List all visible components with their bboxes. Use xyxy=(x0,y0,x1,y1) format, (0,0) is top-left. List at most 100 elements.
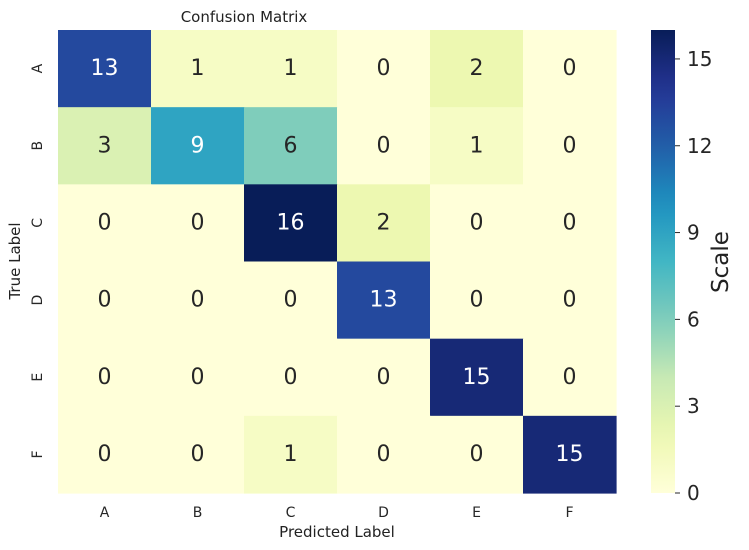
colorbar-label: Scale xyxy=(708,231,734,293)
heatmap-cell xyxy=(337,184,431,263)
heatmap-cell xyxy=(523,261,617,340)
heatmap-cell xyxy=(244,261,338,340)
heatmap-cell xyxy=(58,30,152,108)
x-axis-label: Predicted Label xyxy=(279,523,395,541)
colorbar-tick-label: 0 xyxy=(687,481,700,505)
heatmap-cell xyxy=(151,107,245,185)
heatmap-cell xyxy=(430,415,524,494)
cell-value-label: 0 xyxy=(563,288,577,313)
cell-value-label: 0 xyxy=(98,210,112,235)
heatmap-cell xyxy=(430,261,524,340)
heatmap-cell xyxy=(337,30,431,108)
heatmap-cell xyxy=(337,415,431,494)
x-tick-label: E xyxy=(472,505,481,521)
cell-value-label: 1 xyxy=(284,442,298,467)
cell-value-label: 1 xyxy=(191,56,205,81)
cell-value-label: 16 xyxy=(277,210,305,235)
cell-value-label: 0 xyxy=(98,365,112,390)
heatmap-cell xyxy=(151,30,245,108)
heatmap-cell xyxy=(58,338,152,417)
cell-value-label: 2 xyxy=(470,56,484,81)
cell-value-label: 0 xyxy=(191,288,205,313)
heatmap-cell xyxy=(523,30,617,108)
cell-value-label: 0 xyxy=(563,56,577,81)
heatmap-cell xyxy=(430,30,524,108)
cell-value-label: 1 xyxy=(470,133,484,158)
heatmap-cell xyxy=(337,338,431,417)
cell-value-label: 9 xyxy=(191,133,205,158)
heatmap-cell xyxy=(58,184,152,263)
cell-value-label: 15 xyxy=(556,442,584,467)
y-tick-label: D xyxy=(30,295,46,306)
cell-value-label: 0 xyxy=(191,210,205,235)
heatmap-cell xyxy=(244,415,338,494)
y-tick-label: C xyxy=(30,218,46,228)
colorbar-tick-label: 6 xyxy=(687,307,700,331)
x-tick-label: D xyxy=(378,505,389,521)
y-axis-label: True Label xyxy=(6,222,24,300)
cell-value-label: 0 xyxy=(98,288,112,313)
heatmap-cell xyxy=(523,338,617,417)
x-tick-labels: A B C D E F xyxy=(100,505,574,521)
y-tick-labels: A B C D E F xyxy=(30,63,46,458)
heatmap-cell xyxy=(244,184,338,263)
x-tick-label: F xyxy=(565,505,573,521)
cell-value-label: 13 xyxy=(91,56,119,81)
chart-title: Confusion Matrix xyxy=(181,8,308,26)
cell-value-label: 0 xyxy=(284,365,298,390)
heatmap-cell xyxy=(58,261,152,340)
cell-value-label: 0 xyxy=(563,133,577,158)
heatmap-cell xyxy=(430,338,524,417)
cell-value-label: 13 xyxy=(370,288,398,313)
cell-value-label: 0 xyxy=(377,56,391,81)
cell-value-label: 0 xyxy=(377,133,391,158)
heatmap-cell xyxy=(244,30,338,108)
heatmap-cell xyxy=(337,261,431,340)
heatmap-cell xyxy=(151,184,245,263)
colorbar-gradient xyxy=(651,30,675,493)
cell-value-label: 0 xyxy=(563,365,577,390)
colorbar: 0 3 6 9 12 15 xyxy=(651,30,712,505)
cell-value-label: 0 xyxy=(377,442,391,467)
y-tick-label: E xyxy=(30,373,46,382)
heatmap-cells: 13 1 1 0 2 0 3 9 6 0 1 0 0 0 16 2 0 0 0 0 0 13 0 0 0 0 0 0 15 0 0 0 1 0 0 1… xyxy=(58,30,617,494)
y-tick-label: B xyxy=(30,141,46,151)
cell-value-label: 0 xyxy=(377,365,391,390)
x-tick-label: B xyxy=(193,505,203,521)
heatmap-cell xyxy=(244,107,338,185)
cell-value-label: 1 xyxy=(284,56,298,81)
y-tick-label: F xyxy=(30,450,46,458)
cell-value-label: 15 xyxy=(463,365,491,390)
cell-value-label: 0 xyxy=(470,210,484,235)
heatmap-cell xyxy=(523,107,617,185)
cell-value-label: 0 xyxy=(191,365,205,390)
heatmap-cell xyxy=(523,184,617,263)
heatmap-cell xyxy=(58,107,152,185)
heatmap-cell xyxy=(244,338,338,417)
heatmap-cell xyxy=(151,261,245,340)
colorbar-tick-label: 12 xyxy=(687,134,712,158)
cell-value-label: 0 xyxy=(191,442,205,467)
cell-value-label: 0 xyxy=(470,288,484,313)
heatmap-cell xyxy=(151,415,245,494)
heatmap-cell xyxy=(337,107,431,185)
cell-value-label: 0 xyxy=(284,288,298,313)
colorbar-tick-label: 15 xyxy=(687,47,712,71)
cell-value-label: 3 xyxy=(98,133,112,158)
colorbar-tick-label: 3 xyxy=(687,394,700,418)
heatmap-cell xyxy=(430,184,524,263)
cell-value-label: 0 xyxy=(98,442,112,467)
cell-value-label: 2 xyxy=(377,210,391,235)
cell-value-label: 0 xyxy=(563,210,577,235)
heatmap-cell xyxy=(430,107,524,185)
cell-value-label: 6 xyxy=(284,133,298,158)
y-tick-label: A xyxy=(30,63,46,73)
heatmap-cell xyxy=(58,415,152,494)
x-tick-label: C xyxy=(286,505,296,521)
heatmap-cell xyxy=(523,415,617,494)
cell-value-label: 0 xyxy=(470,442,484,467)
colorbar-tick-label: 9 xyxy=(687,221,700,245)
x-tick-label: A xyxy=(100,505,110,521)
heatmap-cell xyxy=(151,338,245,417)
